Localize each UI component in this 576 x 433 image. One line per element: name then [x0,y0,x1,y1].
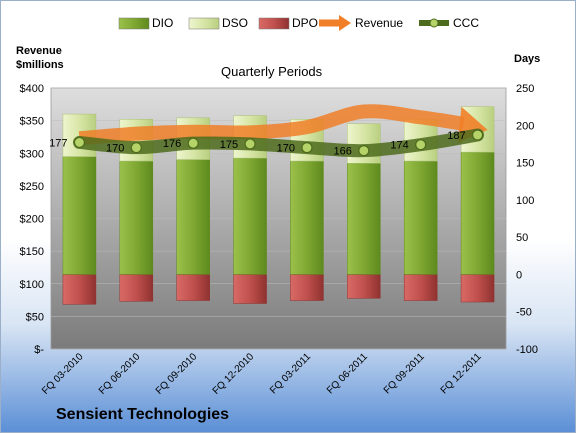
x-tick-label: FQ 12-2011 [439,351,484,396]
left-tick-label: $- [34,344,44,356]
ccc-data-label: 166 [333,146,351,158]
dio-bar [176,159,210,275]
left-axis-label-line1: Revenue [16,45,62,57]
left-axis-label-line2: $millions [16,59,64,71]
right-tick-label: 150 [516,158,534,170]
dio-bar [347,163,381,275]
dio-bar [290,160,324,275]
left-tick-label: $200 [20,214,44,226]
revenue-line [78,104,465,146]
x-tick-label: FQ 12-2010 [211,351,257,397]
legend-swatch-dio [118,17,150,30]
ccc-data-label: 176 [163,138,181,150]
left-tick-label: $150 [20,246,44,258]
x-tick-label: FQ 03-2011 [268,351,313,396]
x-tick-label: FQ 06-2011 [325,351,370,396]
dio-bar [62,156,97,275]
ccc-point [301,142,313,154]
legend-swatch-ccc-marker [429,18,439,28]
right-tick-label: 200 [516,120,534,132]
left-tick-label: $300 [20,148,44,160]
x-tick-label: FQ 03-2010 [40,351,86,397]
ccc-point [415,139,427,151]
right-tick-label: 250 [516,83,534,95]
legend-label-revenue: Revenue [355,16,403,30]
ccc-point [130,142,142,154]
dio-bar [460,151,495,275]
chart-subtitle: Quarterly Periods [221,64,323,79]
dpo-bar [290,274,324,301]
x-tick-label: FQ 09-2011 [382,351,427,396]
ccc-point [358,145,370,157]
left-tick-label: $400 [20,83,44,95]
legend-swatch-dso [188,17,220,30]
ccc-point [244,138,256,150]
dpo-bar [62,274,97,305]
dio-bar [119,160,154,275]
ccc-data-label: 175 [220,139,238,151]
left-axis-label: Revenue $millions [16,44,64,72]
right-tick-label: 50 [516,232,528,244]
company-name: Sensient Technologies [56,406,230,423]
ccc-point [187,137,199,149]
dio-bar [403,160,438,275]
dpo-bar [233,274,267,304]
ccc-data-label: 177 [49,137,67,149]
left-tick-label: $50 [26,311,44,323]
ccc-point [471,129,484,141]
left-tick-label: $250 [20,181,44,193]
x-tick-label: FQ 06-2010 [97,351,143,397]
x-tick-label: FQ 09-2010 [154,351,200,397]
dpo-bar [460,274,495,303]
dpo-bar [119,274,154,302]
legend-label-dso: DSO [222,16,248,30]
legend-label-dpo: DPO [292,16,318,30]
right-tick-label: -100 [516,344,538,356]
dio-bar [233,157,267,275]
ccc-point [73,136,86,149]
left-tick-label: $350 [20,116,44,128]
ccc-data-label: 170 [277,143,295,155]
legend-label-dio: DIO [152,16,173,30]
right-axis-label: Days [514,53,541,65]
legend-swatch-revenue-head [339,15,351,31]
right-tick-label: 100 [516,195,534,207]
legend-swatch-dpo [258,17,290,30]
right-tick-label: -50 [516,307,532,319]
right-tick-label: 0 [516,269,522,281]
dpo-bar [403,274,438,301]
ccc-data-label: 174 [390,140,408,152]
ccc-data-label: 170 [106,143,124,155]
ccc-data-label: 187 [447,130,465,142]
dpo-bar [176,274,210,301]
dpo-bar [347,274,381,299]
legend-label-ccc: CCC [453,16,479,30]
left-tick-label: $100 [20,279,44,291]
